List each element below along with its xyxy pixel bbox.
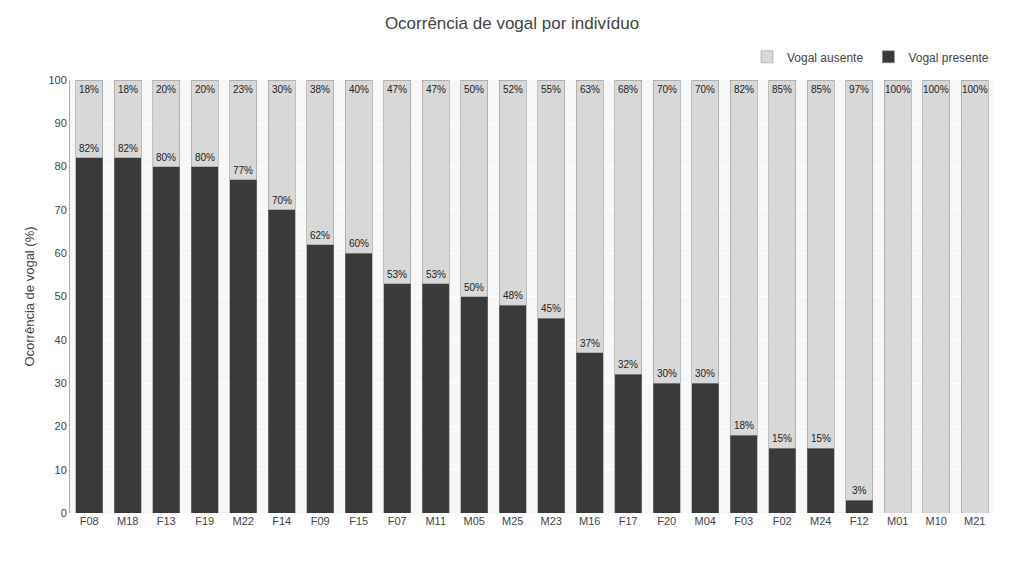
svg-text:70%: 70% xyxy=(272,195,292,206)
svg-text:85%: 85% xyxy=(772,84,792,95)
svg-text:M10: M10 xyxy=(926,515,947,527)
svg-text:M25: M25 xyxy=(502,515,523,527)
svg-text:100%: 100% xyxy=(885,84,911,95)
svg-text:77%: 77% xyxy=(233,165,253,176)
svg-text:40%: 40% xyxy=(349,84,369,95)
svg-text:M22: M22 xyxy=(233,515,254,527)
svg-text:18%: 18% xyxy=(118,84,138,95)
svg-text:10: 10 xyxy=(55,464,67,476)
svg-text:45%: 45% xyxy=(541,303,561,314)
svg-text:85%: 85% xyxy=(811,84,831,95)
svg-text:3%: 3% xyxy=(852,485,867,496)
svg-text:100: 100 xyxy=(48,74,66,86)
svg-text:Ocorrência de vogal (%): Ocorrência de vogal (%) xyxy=(22,226,37,366)
svg-text:20: 20 xyxy=(55,420,67,432)
svg-text:F09: F09 xyxy=(311,515,330,527)
svg-text:F15: F15 xyxy=(349,515,368,527)
svg-text:50%: 50% xyxy=(464,84,484,95)
svg-text:F12: F12 xyxy=(850,515,869,527)
svg-text:M05: M05 xyxy=(464,515,485,527)
svg-text:15%: 15% xyxy=(772,433,792,444)
svg-text:97%: 97% xyxy=(849,84,869,95)
svg-text:32%: 32% xyxy=(618,359,638,370)
svg-text:M04: M04 xyxy=(695,515,716,527)
svg-text:100%: 100% xyxy=(923,84,949,95)
svg-text:70%: 70% xyxy=(657,84,677,95)
svg-text:37%: 37% xyxy=(580,338,600,349)
svg-text:M21: M21 xyxy=(964,515,985,527)
svg-text:82%: 82% xyxy=(734,84,754,95)
svg-text:48%: 48% xyxy=(503,290,523,301)
svg-text:15%: 15% xyxy=(811,433,831,444)
svg-text:M01: M01 xyxy=(887,515,908,527)
svg-text:Vogal ausente: Vogal ausente xyxy=(787,51,863,65)
svg-text:F07: F07 xyxy=(388,515,407,527)
svg-text:18%: 18% xyxy=(79,84,99,95)
svg-text:F13: F13 xyxy=(157,515,176,527)
svg-text:0: 0 xyxy=(61,507,67,519)
svg-text:F03: F03 xyxy=(734,515,753,527)
svg-text:30: 30 xyxy=(55,377,67,389)
svg-text:23%: 23% xyxy=(233,84,253,95)
svg-text:82%: 82% xyxy=(79,143,99,154)
svg-text:18%: 18% xyxy=(734,420,754,431)
svg-text:Vogal presente: Vogal presente xyxy=(908,51,988,65)
svg-text:47%: 47% xyxy=(387,84,407,95)
svg-text:53%: 53% xyxy=(387,269,407,280)
svg-text:68%: 68% xyxy=(618,84,638,95)
svg-text:20%: 20% xyxy=(195,84,215,95)
svg-text:30%: 30% xyxy=(272,84,292,95)
svg-text:Ocorrência de vogal por indiví: Ocorrência de vogal por indivíduo xyxy=(385,14,639,33)
svg-text:F02: F02 xyxy=(773,515,792,527)
svg-text:M18: M18 xyxy=(117,515,138,527)
svg-text:62%: 62% xyxy=(310,230,330,241)
svg-text:50: 50 xyxy=(55,290,67,302)
svg-text:82%: 82% xyxy=(118,143,138,154)
svg-text:F17: F17 xyxy=(619,515,638,527)
svg-text:M11: M11 xyxy=(425,515,446,527)
svg-text:60: 60 xyxy=(55,247,67,259)
svg-text:100%: 100% xyxy=(962,84,988,95)
svg-text:70%: 70% xyxy=(695,84,715,95)
svg-text:80%: 80% xyxy=(195,152,215,163)
svg-text:47%: 47% xyxy=(426,84,446,95)
svg-text:70: 70 xyxy=(55,204,67,216)
svg-text:80: 80 xyxy=(55,160,67,172)
svg-text:F08: F08 xyxy=(80,515,99,527)
svg-text:55%: 55% xyxy=(541,84,561,95)
svg-text:52%: 52% xyxy=(503,84,523,95)
svg-text:80%: 80% xyxy=(156,152,176,163)
svg-text:F20: F20 xyxy=(657,515,676,527)
svg-text:60%: 60% xyxy=(349,238,369,249)
svg-text:30%: 30% xyxy=(695,368,715,379)
svg-text:90: 90 xyxy=(55,117,67,129)
svg-text:M24: M24 xyxy=(810,515,831,527)
svg-text:38%: 38% xyxy=(310,84,330,95)
svg-text:M23: M23 xyxy=(541,515,562,527)
svg-text:40: 40 xyxy=(55,334,67,346)
svg-text:50%: 50% xyxy=(464,282,484,293)
svg-text:53%: 53% xyxy=(426,269,446,280)
svg-text:M16: M16 xyxy=(579,515,600,527)
svg-text:F19: F19 xyxy=(195,515,214,527)
svg-text:30%: 30% xyxy=(657,368,677,379)
svg-text:20%: 20% xyxy=(156,84,176,95)
svg-text:63%: 63% xyxy=(580,84,600,95)
svg-text:F14: F14 xyxy=(272,515,291,527)
